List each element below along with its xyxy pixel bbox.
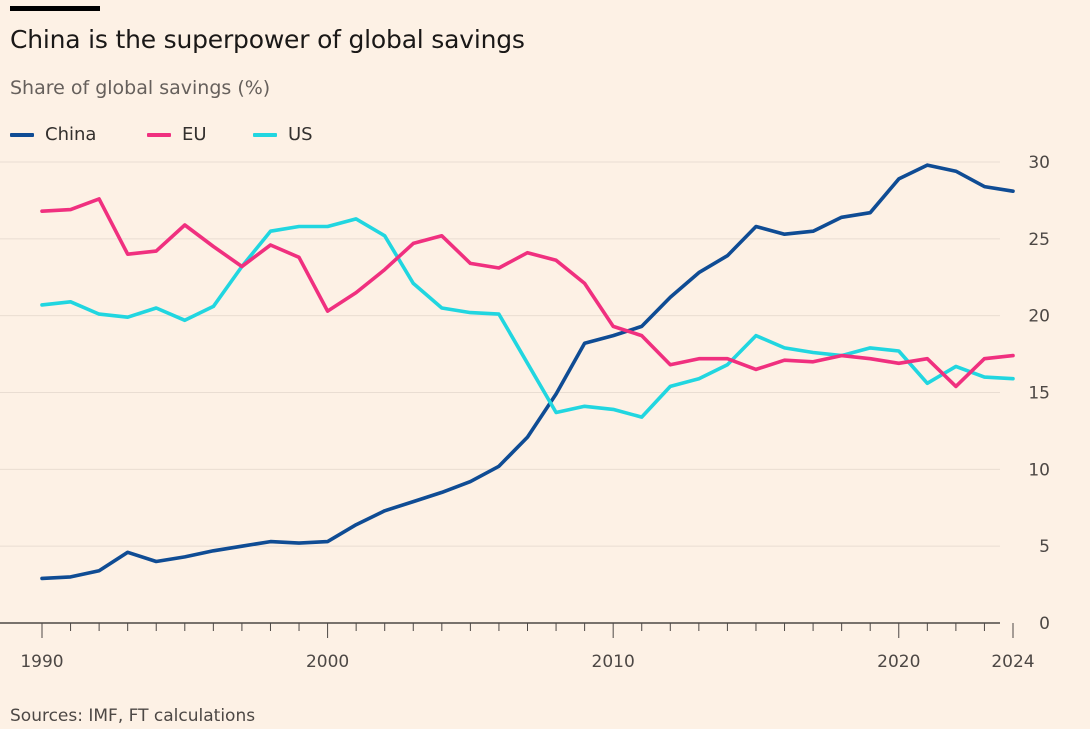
x-tick-label-1990: 1990 xyxy=(20,652,63,672)
legend-item-china: China xyxy=(10,124,96,145)
gridlines xyxy=(0,161,1000,624)
legend-swatch-us xyxy=(253,132,277,137)
series-lines xyxy=(40,163,1015,581)
source-note: Sources: IMF, FT calculations xyxy=(10,706,256,726)
header-accent-bar xyxy=(10,6,100,11)
x-tick-label-2000: 2000 xyxy=(306,652,349,672)
legend-label-eu: EU xyxy=(182,124,207,145)
legend-swatch-eu xyxy=(147,132,171,137)
x-tick-label-2020: 2020 xyxy=(877,652,920,672)
series-line-eu xyxy=(40,197,1015,389)
legend-item-us: US xyxy=(253,124,313,145)
series-line-china xyxy=(40,163,1015,581)
x-tick-label-2010: 2010 xyxy=(592,652,635,672)
y-tick-label-15: 15 xyxy=(1028,384,1050,404)
y-tick-label-30: 30 xyxy=(1028,153,1050,173)
y-tick-label-20: 20 xyxy=(1028,307,1050,327)
y-tick-label-5: 5 xyxy=(1039,537,1050,557)
legend-item-eu: EU xyxy=(147,124,207,145)
x-axis: 1990 2000 2010 2020 2024 xyxy=(20,623,1035,672)
x-tick-label-2024: 2024 xyxy=(991,652,1034,672)
y-tick-label-0: 0 xyxy=(1039,614,1050,634)
legend-swatch-china xyxy=(10,132,34,137)
legend-label-china: China xyxy=(45,124,97,145)
y-tick-label-10: 10 xyxy=(1028,460,1050,480)
legend-label-us: US xyxy=(288,124,313,145)
y-tick-label-25: 25 xyxy=(1028,230,1050,250)
series-line-us xyxy=(40,217,1015,419)
chart-subtitle: Share of global savings (%) xyxy=(10,77,271,99)
y-axis: 0 5 10 15 20 25 30 xyxy=(1028,153,1050,634)
chart-title: China is the superpower of global saving… xyxy=(10,25,525,54)
